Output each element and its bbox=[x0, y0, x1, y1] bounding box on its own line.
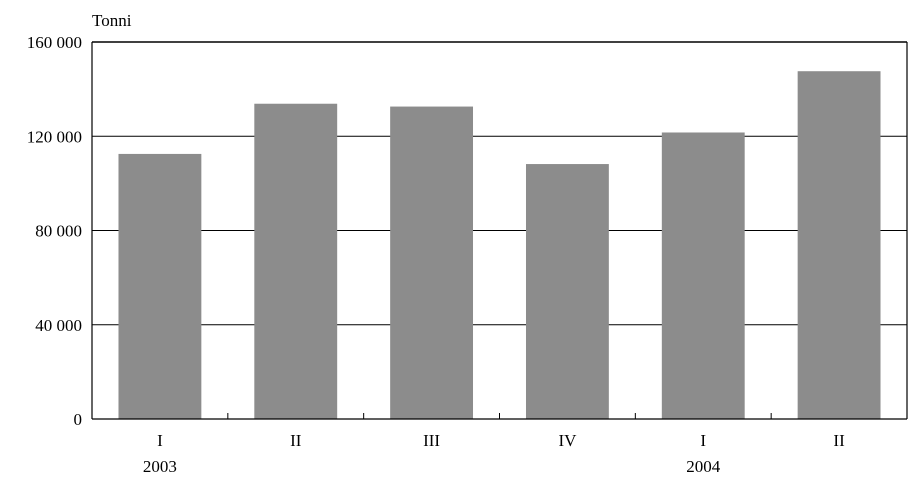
gridlines bbox=[92, 41, 907, 326]
bar bbox=[254, 103, 338, 419]
y-axis-label: Tonni bbox=[92, 11, 132, 30]
x-tick-label: IV bbox=[558, 431, 577, 450]
bar bbox=[118, 153, 202, 419]
x-tick-label: II bbox=[290, 431, 302, 450]
x-tick-label: III bbox=[423, 431, 440, 450]
bar bbox=[390, 106, 474, 419]
x-year-label: 2003 bbox=[143, 457, 177, 476]
bar bbox=[661, 132, 745, 420]
x-year-label: 2004 bbox=[686, 457, 721, 476]
x-tick-label: I bbox=[700, 431, 706, 450]
axes bbox=[91, 42, 908, 420]
y-tick-label: 40 000 bbox=[35, 316, 82, 335]
y-tick-label: 80 000 bbox=[35, 222, 82, 241]
y-tick-label: 0 bbox=[74, 410, 83, 429]
bar bbox=[525, 164, 609, 419]
bar bbox=[797, 71, 881, 419]
x-tick-label: I bbox=[157, 431, 163, 450]
y-tick-label: 160 000 bbox=[27, 33, 82, 52]
bars bbox=[118, 71, 881, 420]
y-tick-label: 120 000 bbox=[27, 127, 82, 146]
x-tick-label: II bbox=[833, 431, 845, 450]
